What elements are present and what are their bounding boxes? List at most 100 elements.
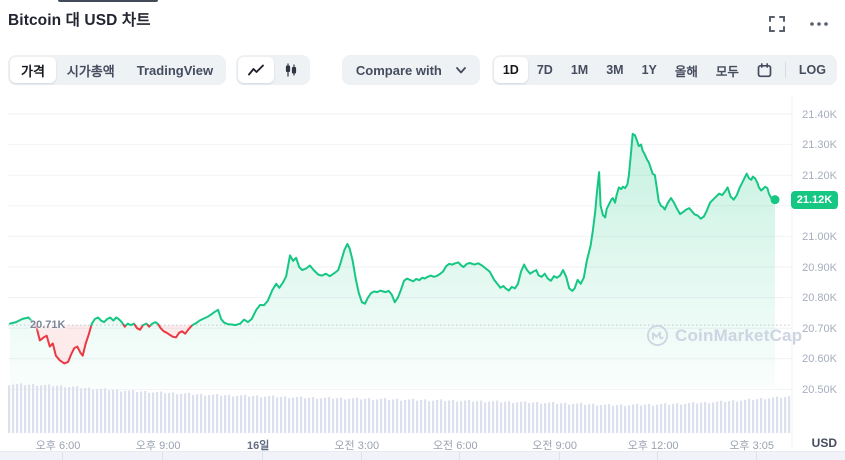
volume-bar bbox=[100, 388, 103, 433]
volume-bar bbox=[584, 404, 587, 433]
volume-bar bbox=[288, 398, 291, 433]
volume-bar bbox=[272, 395, 275, 433]
volume-bar bbox=[504, 401, 507, 433]
volume-bar bbox=[76, 386, 79, 433]
volume-bar bbox=[32, 384, 35, 433]
candlestick-icon[interactable] bbox=[274, 57, 308, 83]
volume-bar bbox=[324, 397, 327, 433]
toolbar-divider bbox=[784, 62, 786, 78]
volume-bar bbox=[708, 403, 711, 433]
volume-bar bbox=[572, 404, 575, 433]
volume-bar bbox=[648, 404, 651, 433]
volume-bar bbox=[292, 397, 295, 433]
navigator-divider bbox=[657, 452, 659, 460]
volume-bar bbox=[312, 397, 315, 433]
volume-bar bbox=[464, 400, 467, 433]
range-button-올해[interactable]: 올해 bbox=[674, 64, 698, 79]
metric-tab-0[interactable]: 가격 bbox=[10, 57, 56, 83]
volume-bar bbox=[264, 396, 267, 433]
volume-bar bbox=[712, 402, 715, 433]
volume-bar bbox=[352, 398, 355, 433]
line-chart-icon[interactable] bbox=[238, 57, 275, 83]
volume-bar bbox=[52, 386, 55, 433]
volume-bar bbox=[520, 401, 523, 433]
volume-bar bbox=[728, 401, 731, 433]
volume-bar bbox=[492, 401, 495, 433]
compare-with-button[interactable]: Compare with bbox=[341, 55, 480, 85]
volume-bar bbox=[496, 400, 499, 433]
chevron-down-icon bbox=[455, 66, 466, 73]
volume-bar bbox=[56, 385, 59, 433]
volume-bar bbox=[772, 397, 775, 433]
volume-bar bbox=[508, 401, 511, 433]
volume-bar bbox=[664, 403, 667, 433]
volume-bar bbox=[448, 400, 451, 433]
metric-tab-1[interactable]: 시가총액 bbox=[66, 63, 115, 79]
volume-bar bbox=[376, 399, 379, 433]
range-button-3M[interactable]: 3M bbox=[606, 63, 624, 77]
volume-bar bbox=[88, 387, 91, 433]
volume-bar bbox=[280, 396, 283, 433]
navigator-divider bbox=[459, 452, 461, 460]
range-button-1M[interactable]: 1M bbox=[570, 63, 589, 77]
chart-toolbar: 가격 시가총액 TradingView Compare with 1D 7D 1M 3M 1… bbox=[0, 54, 845, 86]
y-tick-label: 21.30K bbox=[802, 139, 837, 152]
volume-bar bbox=[300, 396, 303, 433]
range-button-1D[interactable]: 1D bbox=[493, 57, 528, 83]
volume-bar bbox=[680, 404, 683, 433]
range-button-1Y[interactable]: 1Y bbox=[641, 63, 657, 77]
price-line-down bbox=[33, 324, 93, 365]
volume-bar bbox=[192, 394, 195, 433]
volume-bar bbox=[360, 399, 363, 433]
volume-bar bbox=[80, 388, 83, 433]
navigator-divider bbox=[162, 452, 164, 460]
calendar-icon[interactable] bbox=[748, 57, 781, 83]
volume-bar bbox=[384, 398, 387, 433]
volume-bar bbox=[164, 393, 167, 433]
volume-bar bbox=[672, 403, 675, 433]
volume-bar bbox=[304, 398, 307, 433]
last-price-dot bbox=[770, 195, 780, 205]
range-button-모두[interactable]: 모두 bbox=[715, 64, 739, 79]
volume-bar bbox=[428, 401, 431, 433]
volume-bar bbox=[372, 400, 375, 433]
timeline-navigator-strip[interactable] bbox=[0, 451, 845, 460]
volume-bar bbox=[284, 396, 287, 433]
volume-bar bbox=[736, 401, 739, 433]
volume-bar bbox=[248, 396, 251, 433]
volume-bar bbox=[600, 405, 603, 433]
log-scale-button[interactable]: LOG bbox=[798, 63, 826, 77]
volume-bar bbox=[764, 399, 767, 433]
volume-bar bbox=[60, 385, 63, 433]
volume-bar bbox=[616, 405, 619, 433]
fullscreen-icon[interactable] bbox=[768, 15, 788, 33]
volume-bar bbox=[604, 404, 607, 433]
volume-bar bbox=[756, 399, 759, 433]
volume-bar bbox=[412, 398, 415, 433]
volume-bar bbox=[524, 401, 527, 433]
range-button-7D[interactable]: 7D bbox=[536, 63, 553, 77]
compare-with-label: Compare with bbox=[355, 62, 442, 78]
volume-bar bbox=[656, 404, 659, 433]
price-line-up bbox=[90, 316, 125, 327]
volume-bar bbox=[748, 398, 751, 433]
volume-bar bbox=[720, 400, 723, 433]
volume-bar bbox=[316, 398, 319, 433]
price-line-down bbox=[133, 324, 145, 331]
volume-bar bbox=[144, 391, 147, 433]
volume-bar bbox=[432, 400, 435, 433]
volume-bar bbox=[20, 383, 23, 433]
volume-bar bbox=[356, 397, 359, 433]
more-options-icon[interactable] bbox=[808, 17, 828, 35]
volume-bar bbox=[476, 401, 479, 433]
volume-bar bbox=[176, 394, 179, 433]
volume-bar bbox=[660, 404, 663, 433]
y-tick-label: 21.00K bbox=[802, 230, 837, 243]
volume-bar bbox=[568, 404, 571, 433]
x-tick-label: 오전 3:00 bbox=[334, 440, 380, 452]
volume-bar bbox=[140, 391, 143, 433]
down-area-fill bbox=[134, 325, 144, 330]
metric-tab-2[interactable]: TradingView bbox=[136, 62, 214, 78]
volume-bar bbox=[592, 403, 595, 433]
